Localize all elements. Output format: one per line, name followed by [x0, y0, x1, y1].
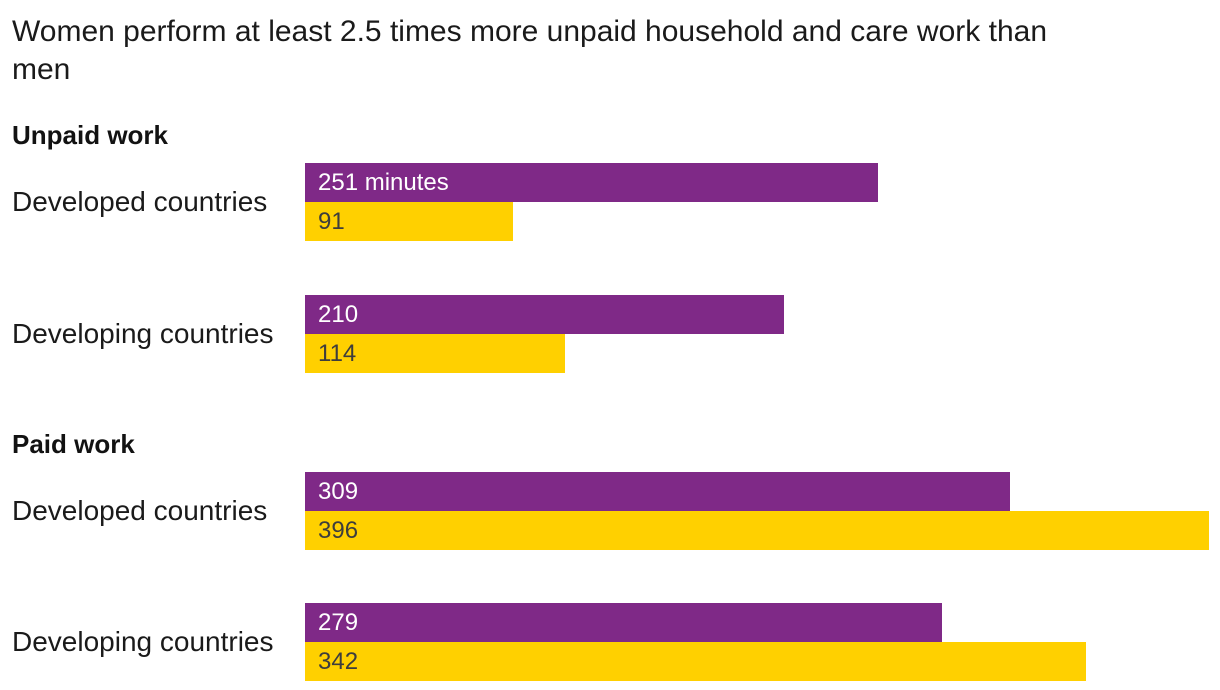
section-paid-work: Paid work Developed countries 309 396 De… — [12, 429, 1209, 681]
section-heading: Unpaid work — [12, 120, 169, 150]
group-unpaid-developed: Developed countries 251 minutes 91 — [12, 163, 1208, 241]
group-paid-developing: Developing countries 279 342 — [12, 603, 1208, 681]
women-bar: 210 — [305, 295, 784, 334]
section-unpaid-work: Unpaid work Developed countries 251 minu… — [12, 121, 1208, 373]
bar-value-label: 309 — [318, 477, 359, 505]
bar-value-label: 210 — [318, 300, 359, 328]
bar-pair: 309 396 — [305, 472, 1209, 550]
section-heading: Paid work — [12, 429, 135, 459]
row-label: Developing countries — [12, 318, 274, 349]
row-label: Developing countries — [12, 626, 274, 657]
bar-pair: 210 114 — [305, 295, 784, 373]
bar-pair: 251 minutes 91 — [305, 163, 878, 241]
row-label: Developed countries — [12, 495, 268, 526]
chart-title: Women perform at least 2.5 times more un… — [12, 15, 1047, 86]
bar-value-label: 91 — [318, 207, 345, 235]
bar-value-label: 251 minutes — [318, 168, 449, 196]
group-paid-developed: Developed countries 309 396 — [12, 472, 1209, 550]
bar-value-label: 279 — [318, 608, 359, 636]
women-bar: 251 minutes — [305, 163, 878, 202]
men-bar: 342 — [305, 642, 1086, 681]
bar-pair: 279 342 — [305, 603, 1086, 681]
bar-value-label: 114 — [318, 339, 357, 367]
bar-value-label: 342 — [318, 647, 359, 675]
group-unpaid-developing: Developing countries 210 114 — [12, 295, 1208, 373]
women-bar: 309 — [305, 472, 1010, 511]
men-bar: 114 — [305, 334, 565, 373]
women-bar: 279 — [305, 603, 942, 642]
men-bar: 396 — [305, 511, 1209, 550]
row-label: Developed countries — [12, 186, 268, 217]
men-bar: 91 — [305, 202, 513, 241]
bar-value-label: 396 — [318, 516, 359, 544]
